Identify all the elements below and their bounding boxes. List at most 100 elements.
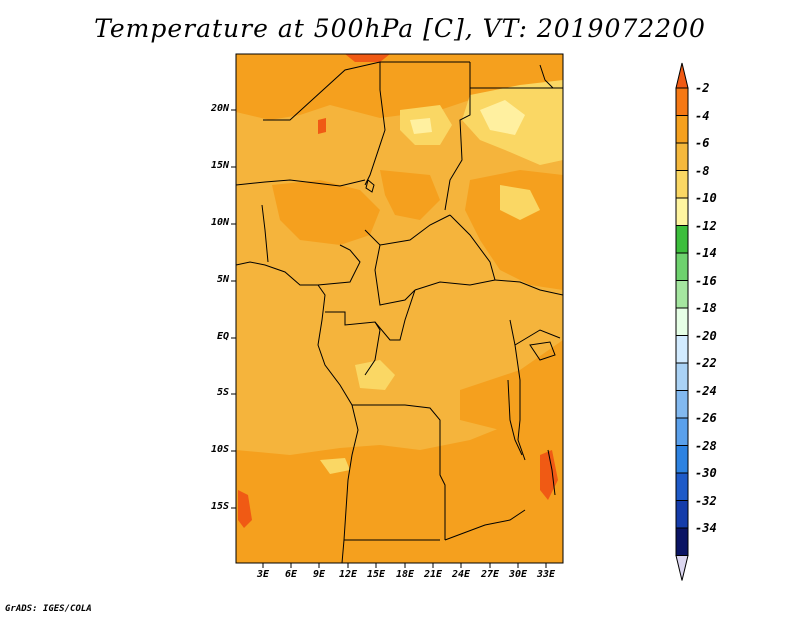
border-nigeria-cameroon — [317, 244, 361, 286]
lon-label-6e: 6E — [284, 569, 298, 580]
cool-region-angola — [320, 458, 350, 474]
lon-ticks — [262, 563, 547, 568]
colorbar-label: -24 — [695, 384, 717, 398]
border-congo — [374, 289, 416, 341]
colorbar-segment — [675, 472, 689, 501]
colorbar-label: -8 — [695, 164, 710, 178]
lon-label-30e: 30E — [508, 569, 528, 580]
lat-label-5n: 5N — [216, 274, 229, 285]
colorbar-segment — [675, 307, 689, 336]
very-cool-region-2 — [410, 118, 432, 134]
border-chad-sudan — [444, 62, 471, 211]
border-car-north — [379, 214, 451, 246]
lat-label-20n: 20N — [210, 103, 229, 114]
colorbar-segment — [675, 445, 689, 474]
colorbar-segment — [675, 362, 689, 391]
border-south-sudan — [494, 279, 563, 296]
colorbar-label: -32 — [695, 494, 717, 508]
lon-label-15e: 15E — [366, 569, 386, 580]
hot-spot-north — [345, 54, 390, 62]
border-benin — [261, 204, 269, 263]
colorbar-segment — [675, 170, 689, 199]
colorbar-label: -2 — [695, 81, 710, 95]
warm-region-west — [272, 180, 380, 245]
lat-label-10n: 10N — [210, 217, 229, 228]
colorbar-label: -20 — [695, 329, 717, 343]
colorbar-label: -12 — [695, 219, 717, 233]
lake-chad — [365, 179, 375, 193]
border-car-sudan — [449, 214, 496, 281]
lat-ticks — [231, 109, 236, 509]
grads-credit: GrADS: IGES/COLA — [5, 604, 92, 614]
hot-spot-libya — [318, 118, 326, 134]
colorbar-label: -30 — [695, 466, 717, 480]
very-cool-region — [480, 100, 525, 135]
colorbar-label: -26 — [695, 411, 717, 425]
border-zambia — [444, 509, 526, 541]
colorbar-segment — [675, 197, 689, 226]
border-cameroon-car — [364, 229, 416, 306]
colorbar — [675, 62, 689, 581]
border-drc-east — [509, 319, 526, 461]
colorbar-segment — [675, 335, 689, 364]
warm-region-south — [236, 400, 563, 563]
colorbar-segment — [675, 142, 689, 171]
colorbar-label: -34 — [695, 521, 717, 535]
colorbar-segment — [675, 500, 689, 529]
colorbar-label: -28 — [695, 439, 717, 453]
lat-label-15n: 15N — [210, 160, 229, 171]
lon-label-27e: 27E — [480, 569, 500, 580]
warm-region-sahel — [380, 170, 440, 220]
colorbar-segment — [675, 417, 689, 446]
temperature-field — [236, 54, 563, 563]
lat-label-5s: 5S — [216, 387, 229, 398]
colorbar-segment — [675, 87, 689, 116]
colorbar-segment — [675, 390, 689, 419]
lat-label-10s: 10S — [210, 444, 229, 455]
lon-label-9e: 9E — [312, 569, 326, 580]
red-sea-coast — [539, 64, 554, 89]
colorbar-label: -16 — [695, 274, 717, 288]
colorbar-segment — [675, 280, 689, 309]
cool-region-east-small — [500, 185, 540, 220]
lat-label-eq: EQ — [216, 331, 229, 342]
colorbar-label: -10 — [695, 191, 717, 205]
hot-spot-sw — [238, 490, 252, 528]
lake-tanganyika — [507, 379, 523, 456]
lat-label-15s: 15S — [210, 501, 229, 512]
colorbar-label: -4 — [695, 109, 710, 123]
border-car-drc — [414, 279, 496, 291]
colorbar-segment — [675, 115, 689, 144]
warm-region-north — [236, 54, 563, 120]
colorbar-label: -6 — [695, 136, 710, 150]
coastline — [236, 261, 359, 563]
hot-spot-se — [540, 450, 558, 500]
warm-region-southeast — [460, 340, 563, 430]
lake-malawi — [547, 449, 556, 496]
cool-region-congo — [355, 360, 395, 390]
colorbar-label: -18 — [695, 301, 717, 315]
border-drc-angola — [352, 404, 441, 440]
boundaries — [236, 61, 563, 563]
border-libya-chad — [263, 61, 470, 121]
plot-frame — [235, 53, 564, 564]
colorbar-label: -14 — [695, 246, 717, 260]
lon-label-3e: 3E — [256, 569, 270, 580]
colorbar-segment — [675, 252, 689, 281]
border-uganda — [514, 329, 561, 346]
colorbar-arrow-top — [675, 62, 689, 89]
lon-label-12e: 12E — [338, 569, 358, 580]
lon-label-18e: 18E — [395, 569, 415, 580]
lon-label-21e: 21E — [423, 569, 443, 580]
colorbar-arrow-bottom — [675, 555, 689, 581]
border-niger-chad — [364, 62, 386, 186]
colorbar-label: -22 — [695, 356, 717, 370]
border-nigeria-north — [236, 179, 366, 187]
colorbar-segment — [675, 225, 689, 254]
border-angola-zambia — [439, 440, 446, 540]
colorbar-segment — [675, 527, 689, 556]
lon-label-33e: 33E — [536, 569, 556, 580]
warm-region-east — [465, 170, 563, 290]
map-title: Temperature at 500hPa [C], VT: 201907220… — [94, 14, 706, 43]
